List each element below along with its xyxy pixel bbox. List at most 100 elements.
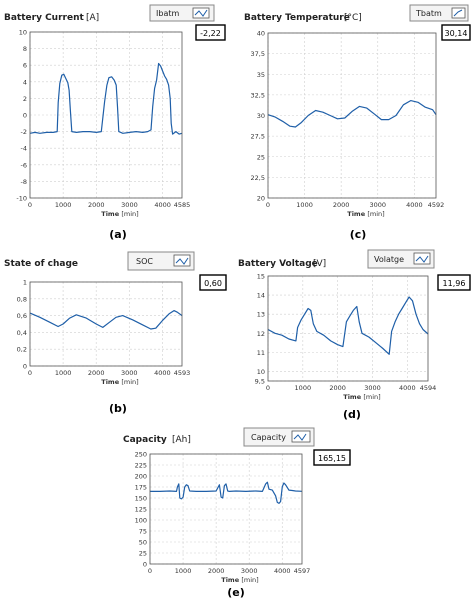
y-tick-label: 35	[257, 71, 265, 79]
x-tick-label: 4000	[274, 567, 291, 575]
y-tick-label: 40	[257, 30, 265, 38]
x-axis-label: Time [min]	[221, 576, 258, 584]
y-tick-label: 8	[23, 45, 27, 53]
legend-label: Capacity	[251, 433, 286, 442]
plot-frame	[149, 453, 303, 565]
y-tick-label: 22,5	[251, 174, 265, 182]
plot-area	[30, 282, 182, 366]
plot-frame	[29, 31, 183, 199]
plot-frame	[267, 32, 437, 199]
legend-line-icon	[175, 257, 189, 265]
y-tick-label: 175	[135, 484, 147, 492]
panel-title: Capacity	[123, 435, 167, 445]
legend-label: Ibatm	[156, 9, 179, 18]
legend-swatch	[451, 7, 466, 19]
x-tick-label: 0	[28, 369, 32, 377]
value-readout: -2,22	[200, 29, 221, 38]
y-tick-label: 100	[135, 517, 147, 525]
y-tick-label: 25	[139, 550, 147, 558]
y-tick-label: 0	[23, 112, 27, 120]
series-line	[29, 310, 183, 330]
panel-title-unit: [V]	[313, 259, 326, 269]
y-tick-label: 13	[257, 311, 265, 319]
y-tick-label: 225	[135, 462, 147, 470]
x-tick-label: 0	[266, 201, 270, 209]
y-tick-label: 9,5	[255, 378, 265, 386]
x-tick-label: 4000	[399, 384, 416, 392]
panel-label: (b)	[109, 402, 127, 415]
y-tick-label: 2	[23, 95, 27, 103]
y-tick-label: 250	[135, 451, 147, 459]
y-tick-label: 200	[135, 473, 147, 481]
x-axis-label: Time [min]	[101, 210, 138, 218]
panel-title: State of chage	[4, 259, 78, 269]
x-axis-label: Time [min]	[347, 210, 384, 218]
y-tick-label: 11	[257, 349, 265, 357]
y-tick-label: -6	[21, 161, 27, 169]
y-tick-label: 150	[135, 495, 147, 503]
legend-label: Tbatm	[415, 9, 442, 18]
value-readout: 165,15	[318, 454, 346, 463]
x-tick-label: 3000	[364, 384, 381, 392]
x-tick-label: 3000	[241, 567, 258, 575]
x-tick-label: 4000	[406, 201, 423, 209]
legend-line-icon	[453, 9, 463, 17]
y-tick-label: -4	[21, 145, 27, 153]
chart-plot: 0 0,2 0,4 0,6 0,8 1 0 1000 2000 3000 4000 4593 Time …	[17, 279, 191, 387]
y-tick-label: 10	[257, 368, 265, 376]
panel-title: Battery Current	[4, 13, 84, 23]
legend-label: SOC	[136, 257, 153, 266]
x-tick-label: 1000	[295, 384, 312, 392]
y-tick-label: 6	[23, 62, 27, 70]
panel-title-unit: [Ah]	[172, 435, 191, 445]
panel-title: Battery Voltage	[238, 259, 318, 269]
value-readout: 0,60	[204, 279, 222, 288]
legend-line-icon	[194, 9, 208, 17]
y-tick-label: 30	[257, 112, 265, 120]
x-end-tick-label: 4592	[428, 201, 445, 209]
chart-plot: -10 -8 -6 -4 -2 0 2 4 6 8 10 0 1000 2000 3000 4000 4585 T…	[16, 29, 190, 219]
panel-label: (e)	[227, 586, 245, 599]
value-readout-box	[199, 274, 227, 291]
value-readout-box	[195, 24, 226, 41]
legend-label: Volatge	[374, 255, 404, 264]
panel-label: (c)	[350, 228, 367, 241]
x-tick-label: 1000	[296, 201, 313, 209]
x-tick-label: 0	[266, 384, 270, 392]
y-tick-label: 4	[23, 78, 27, 86]
legend-box: SOC	[127, 251, 195, 271]
x-tick-label: 1000	[55, 201, 72, 209]
y-tick-label: 15	[257, 273, 265, 281]
panel-title: Battery Temperature	[244, 13, 350, 23]
y-tick-label: 0,6	[17, 312, 27, 320]
x-end-tick-label: 4597	[294, 567, 311, 575]
x-tick-label: 2000	[333, 201, 350, 209]
x-tick-label: 4000	[154, 201, 171, 209]
x-tick-label: 1000	[175, 567, 192, 575]
panel-title-unit: [°C]	[344, 13, 362, 23]
x-tick-label: 3000	[121, 201, 138, 209]
series-line	[150, 481, 303, 504]
x-tick-label: 3000	[369, 201, 386, 209]
panel-label: (d)	[343, 408, 361, 421]
y-tick-label: 25	[257, 153, 265, 161]
x-end-tick-label: 4585	[174, 201, 191, 209]
x-tick-label: 2000	[88, 369, 105, 377]
panel-label: (a)	[109, 228, 126, 241]
x-tick-label: 1000	[55, 369, 72, 377]
plot-area	[268, 276, 428, 381]
x-tick-label: 4000	[154, 369, 171, 377]
chart-plot: 0 25 50 75 100 125 150 175 200 225 250 0 1000 2000 300…	[135, 451, 311, 585]
panel-state-of-charge: State of chage SOC 0,60 0 0,2 0,4 0,6 0,8 1 0 1…	[4, 251, 227, 415]
panel-battery-temperature: Battery Temperature [°C] Tbatm 30,14 202…	[244, 4, 471, 241]
legend-box: Capacity	[243, 427, 315, 447]
legend-box: Ibatm	[149, 4, 215, 22]
y-tick-label: 0	[143, 561, 147, 569]
legend-line-icon	[293, 433, 307, 441]
legend-box: Tbatm	[409, 4, 469, 22]
legend-box: Volatge	[367, 249, 435, 269]
chart-plot: 20 22,5 25 27,5 30 32,5 35 37,5 40 0 1000 2000 3000 4…	[251, 30, 445, 219]
panel-title-unit: [A]	[86, 13, 99, 23]
panel-capacity: Capacity [Ah] Capacity 165,15 0 25 50 75 100…	[123, 427, 351, 599]
